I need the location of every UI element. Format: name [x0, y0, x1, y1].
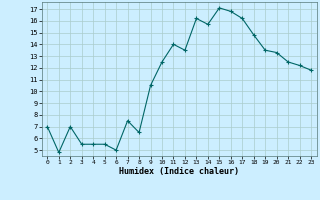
X-axis label: Humidex (Indice chaleur): Humidex (Indice chaleur): [119, 167, 239, 176]
